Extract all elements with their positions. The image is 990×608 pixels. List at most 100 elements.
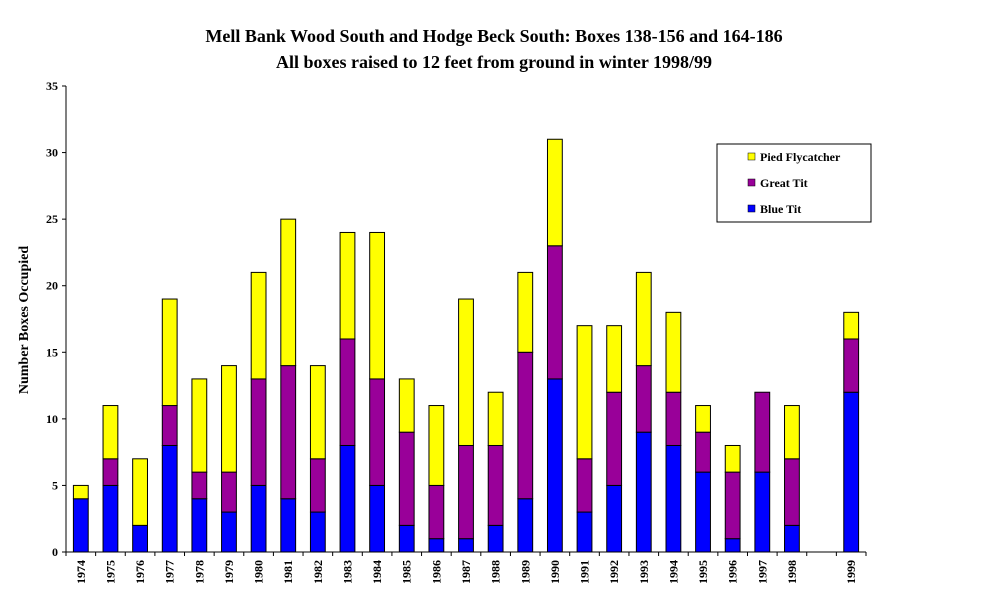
bar-blue-tit-1983: [339, 444, 356, 553]
bar-great-tit-1997: [754, 391, 771, 473]
y-tick-label: 30: [46, 146, 58, 160]
bar-pied-flycatcher-1993: [635, 271, 652, 367]
bar-pied-flycatcher-1995: [695, 405, 711, 433]
bar-blue-tit-1989: [517, 498, 534, 553]
bar-blue-tit-1999: [843, 391, 860, 553]
x-tick-label: 1980: [252, 560, 266, 584]
bar-pied-flycatcher-1982: [309, 365, 326, 460]
bar-blue-tit-1979: [221, 511, 237, 553]
bar-blue-tit-1992: [606, 484, 623, 553]
legend-label-blue-tit: Blue Tit: [760, 202, 801, 216]
bar-great-tit-1987: [458, 444, 474, 540]
bar-great-tit-1989: [517, 351, 534, 500]
bar-blue-tit-1982: [309, 511, 326, 553]
bar-pied-flycatcher-1986: [428, 405, 445, 486]
bar-pied-flycatcher-1980: [250, 271, 267, 380]
bar-pied-flycatcher-1999: [843, 311, 860, 340]
x-tick-label: 1981: [281, 560, 295, 584]
bar-pied-flycatcher-1996: [724, 444, 741, 473]
x-tick-label: 1976: [133, 560, 147, 584]
legend-label-pied-flycatcher: Pied Flycatcher: [760, 150, 841, 164]
bar-pied-flycatcher-1990: [546, 138, 563, 247]
x-tick-label: 1992: [607, 560, 621, 584]
x-tick-label: 1974: [74, 560, 88, 584]
bar-blue-tit-1991: [576, 511, 593, 553]
bar-pied-flycatcher-1979: [221, 365, 237, 473]
bar-great-tit-1995: [695, 431, 711, 473]
x-tick-label: 1982: [311, 560, 325, 584]
x-tick-label: 1994: [666, 560, 680, 584]
x-tick-label: 1986: [429, 560, 443, 584]
legend-swatch-pied-flycatcher: [747, 152, 756, 161]
bar-blue-tit-1990: [546, 378, 563, 553]
bar-great-tit-1983: [339, 338, 356, 446]
bar-pied-flycatcher-1991: [576, 325, 593, 460]
bar-blue-tit-1975: [102, 484, 119, 553]
bar-pied-flycatcher-1989: [517, 271, 534, 353]
x-tick-label: 1987: [459, 560, 473, 584]
y-tick-label: 5: [52, 478, 58, 492]
bar-great-tit-1978: [191, 471, 208, 500]
bar-great-tit-1991: [576, 458, 593, 513]
bar-pied-flycatcher-1974: [72, 484, 89, 500]
bar-pied-flycatcher-1976: [132, 458, 148, 526]
bar-great-tit-1986: [428, 484, 445, 540]
y-tick-label: 0: [52, 545, 58, 559]
bar-pied-flycatcher-1998: [784, 405, 800, 460]
y-tick-label: 10: [46, 412, 58, 426]
bar-blue-tit-1978: [191, 498, 208, 553]
bar-blue-tit-1997: [754, 471, 771, 553]
bar-great-tit-1981: [280, 365, 297, 500]
bar-blue-tit-1980: [250, 484, 267, 553]
bar-blue-tit-1977: [161, 444, 178, 553]
bar-blue-tit-1996: [724, 538, 741, 553]
chart-subtitle: All boxes raised to 12 feet from ground …: [276, 52, 712, 72]
bar-great-tit-1988: [487, 444, 504, 526]
y-axis-label: Number Boxes Occupied: [17, 246, 32, 395]
x-ticks: 1974 1975 1976 1977 1978 1979 1980 1981 1982 1983…: [65, 552, 867, 584]
bar-blue-tit-1995: [695, 471, 711, 553]
legend-label-great-tit: Great Tit: [760, 176, 808, 190]
bar-great-tit-1982: [309, 458, 326, 513]
bar-great-tit-1985: [398, 431, 415, 526]
bar-great-tit-1999: [843, 338, 860, 393]
bar-pied-flycatcher-1983: [339, 231, 356, 340]
x-tick-label: 1979: [222, 560, 236, 584]
x-tick-label: 1990: [548, 560, 562, 584]
bar-great-tit-1990: [546, 245, 563, 380]
x-tick-label: 1988: [489, 560, 503, 584]
x-tick-label: 1975: [103, 560, 117, 584]
bar-blue-tit-1981: [280, 498, 297, 553]
bar-blue-tit-1976: [132, 524, 148, 553]
bar-great-tit-1980: [250, 378, 267, 486]
legend: Pied Flycatcher Great Tit Blue Tit: [716, 143, 872, 223]
bar-great-tit-1984: [369, 378, 386, 486]
x-tick-label: 1983: [340, 560, 354, 584]
bar-pied-flycatcher-1985: [398, 378, 415, 433]
bar-pied-flycatcher-1978: [191, 378, 208, 473]
bar-pied-flycatcher-1992: [606, 325, 623, 393]
chart-title: Mell Bank Wood South and Hodge Beck Sout…: [205, 26, 782, 46]
x-tick-label: 1997: [755, 560, 769, 584]
legend-swatch-great-tit: [747, 178, 756, 187]
x-tick-label: 1985: [400, 560, 414, 584]
bar-great-tit-1992: [606, 391, 623, 486]
y-tick-label: 20: [46, 279, 58, 293]
x-tick-label: 1977: [163, 560, 177, 584]
bar-pied-flycatcher-1981: [280, 218, 297, 367]
bar-blue-tit-1984: [369, 484, 386, 553]
bar-blue-tit-1993: [635, 431, 652, 553]
bar-pied-flycatcher-1988: [487, 391, 504, 446]
bar-pied-flycatcher-1977: [161, 298, 178, 407]
bar-blue-tit-1985: [398, 524, 415, 553]
legend-box: [716, 143, 872, 223]
bar-pied-flycatcher-1984: [369, 231, 386, 380]
bar-blue-tit-1987: [458, 538, 474, 553]
bar-great-tit-1975: [102, 458, 119, 486]
legend-swatch-blue-tit: [747, 204, 756, 213]
y-tick-label: 15: [46, 345, 58, 359]
bar-great-tit-1998: [784, 458, 800, 526]
bar-pied-flycatcher-1987: [458, 298, 474, 446]
bar-pied-flycatcher-1994: [665, 311, 682, 393]
bar-great-tit-1993: [635, 365, 652, 433]
